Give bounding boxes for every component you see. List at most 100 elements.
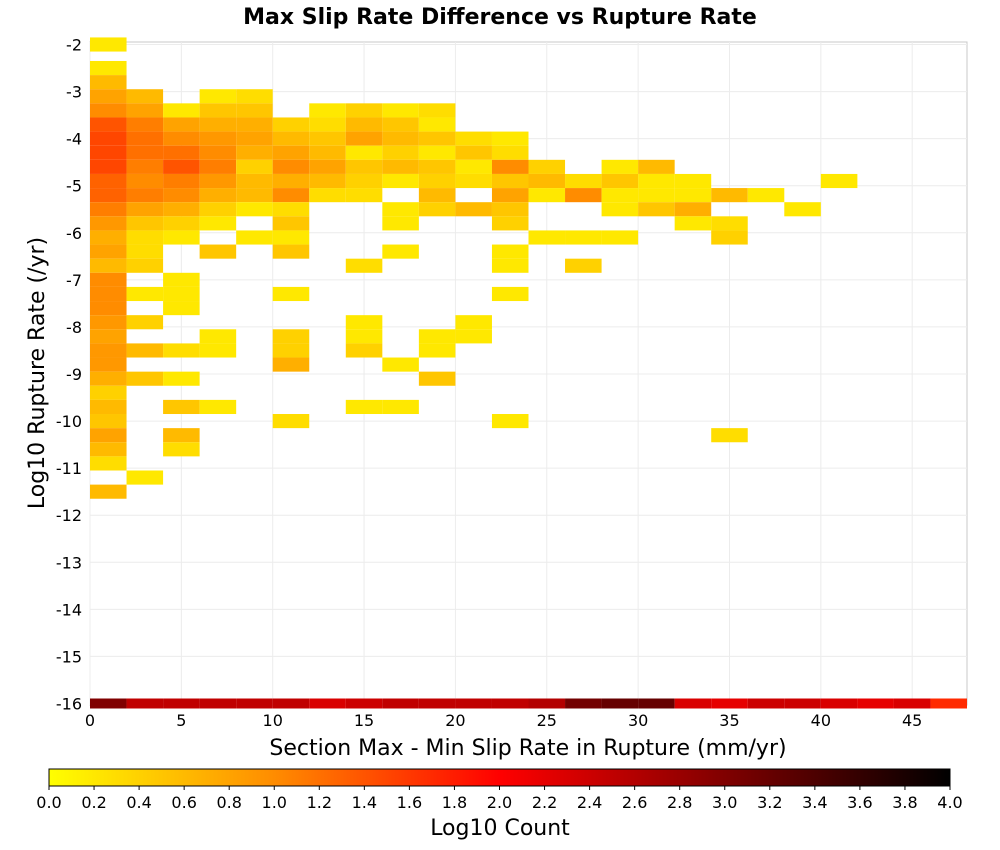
x-tick-label: 45 (902, 711, 922, 730)
x-tick-label: 0 (85, 711, 95, 730)
heatmap-cell (638, 202, 675, 217)
y-tick-label: -10 (56, 412, 82, 431)
heatmap-cell (90, 385, 127, 400)
heatmap-cell (236, 145, 273, 160)
heatmap-cell (528, 230, 566, 245)
heatmap-cell (126, 470, 164, 485)
heatmap-cell (163, 188, 200, 203)
heatmap-cell (272, 117, 310, 132)
heatmap-cell (272, 173, 310, 189)
heatmap-cell (382, 357, 419, 372)
heatmap-cell (163, 343, 200, 358)
heatmap-cell (345, 103, 383, 118)
heatmap-cell (199, 159, 237, 174)
heatmap-cell (565, 258, 602, 273)
heatmap-floor-cell (345, 698, 383, 709)
heatmap-cell (601, 230, 639, 245)
heatmap-cell (674, 216, 712, 231)
heatmap-cell (163, 428, 200, 443)
heatmap-cell (199, 343, 237, 358)
heatmap-cell (345, 329, 383, 344)
heatmap-cell (711, 230, 748, 245)
heatmap-cell (382, 159, 419, 174)
heatmap-cell (565, 230, 602, 245)
y-tick-label: -14 (56, 600, 82, 619)
heatmap-cell (382, 131, 419, 146)
heatmap-cell (90, 272, 127, 287)
heatmap-cell (199, 202, 237, 217)
colorbar-tick-label: 2.2 (532, 793, 557, 812)
colorbar-tick-label: 1.2 (307, 793, 332, 812)
heatmap-cell (126, 131, 164, 146)
heatmap-floor-cell (711, 698, 748, 709)
heatmap-cell (345, 399, 383, 415)
colorbar-tick-label: 3.8 (892, 793, 917, 812)
x-tick-label: 40 (811, 711, 831, 730)
heatmap-floor-cell (601, 698, 639, 709)
heatmap-cell (163, 399, 200, 415)
heatmap-cell (418, 117, 456, 132)
heatmap-cell (163, 286, 200, 302)
colorbar-tick-label: 3.4 (802, 793, 827, 812)
heatmap-cell (272, 131, 310, 146)
heatmap-cell (382, 244, 419, 259)
heatmap-cell (236, 202, 273, 217)
heatmap-cell (382, 216, 419, 231)
heatmap-floor-cell (491, 698, 529, 709)
heatmap-cell (163, 442, 200, 457)
heatmap-cells (90, 37, 967, 709)
heatmap-cell (455, 329, 492, 344)
heatmap-cell (90, 484, 127, 499)
x-tick-label: 35 (719, 711, 739, 730)
heatmap-cell (565, 173, 602, 189)
heatmap-cell (418, 145, 456, 160)
heatmap-cell (90, 103, 127, 118)
heatmap-cell (236, 117, 273, 132)
heatmap-cell (90, 343, 127, 358)
heatmap-cell (90, 357, 127, 372)
heatmap-cell (236, 230, 273, 245)
heatmap-cell (90, 75, 127, 90)
heatmap-floor-cell (199, 698, 237, 709)
heatmap-cell (90, 173, 127, 189)
heatmap-cell (126, 159, 164, 174)
heatmap-cell (309, 145, 346, 160)
heatmap-cell (528, 188, 566, 203)
x-tick-label: 25 (537, 711, 557, 730)
heatmap-cell (90, 216, 127, 231)
heatmap-cell (163, 145, 200, 160)
colorbar-tick-label: 1.0 (262, 793, 287, 812)
y-tick-label: -4 (66, 130, 82, 149)
heatmap-cell (199, 216, 237, 231)
heatmap-cell (382, 202, 419, 217)
heatmap-cell (90, 60, 127, 76)
heatmap-cell (601, 173, 639, 189)
heatmap-cell (345, 159, 383, 174)
heatmap-cell (163, 272, 200, 287)
x-tick-label: 5 (176, 711, 186, 730)
heatmap-cell (163, 173, 200, 189)
heatmap-cell (126, 258, 164, 273)
y-tick-label: -5 (66, 177, 82, 196)
heatmap-cell (674, 188, 712, 203)
colorbar-tick-label: 1.6 (397, 793, 422, 812)
colorbar-tick-label: 1.4 (352, 793, 377, 812)
heatmap-cell (601, 159, 639, 174)
heatmap-cell (126, 371, 164, 386)
heatmap-floor-cell (272, 698, 310, 709)
chart-title: Max Slip Rate Difference vs Rupture Rate (243, 5, 757, 30)
heatmap-cell (345, 173, 383, 189)
colorbar-tick-label: 3.6 (847, 793, 872, 812)
y-tick-label: -16 (56, 695, 82, 714)
heatmap-cell (236, 173, 273, 189)
heatmap-cell (309, 131, 346, 146)
heatmap-cell (199, 329, 237, 344)
heatmap-floor-cell (893, 698, 931, 709)
heatmap-cell (163, 216, 200, 231)
heatmap-cell (528, 173, 566, 189)
heatmap-cell (491, 159, 529, 174)
heatmap-cell (455, 131, 492, 146)
heatmap-cell (272, 159, 310, 174)
heatmap-cell (345, 315, 383, 330)
